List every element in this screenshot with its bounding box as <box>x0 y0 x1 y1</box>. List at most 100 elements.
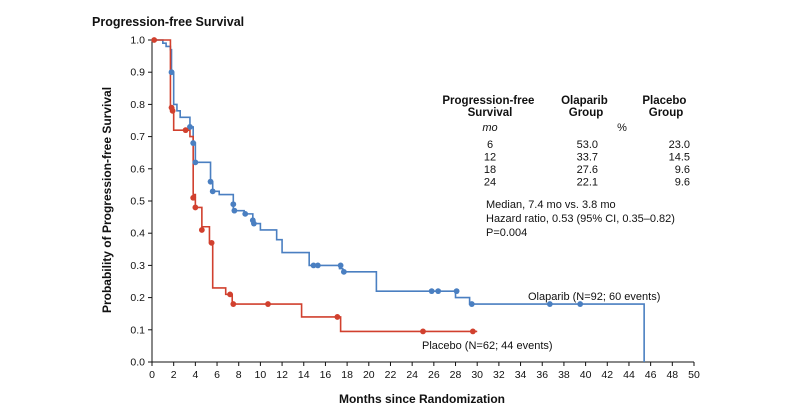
censor-marker-olaparib <box>577 301 584 307</box>
censor-marker-olaparib <box>310 262 317 269</box>
table-cell: 18 <box>484 164 496 176</box>
censor-marker-olaparib <box>428 288 435 295</box>
censor-marker-olaparib <box>314 262 321 269</box>
table-cell: 9.6 <box>675 164 690 176</box>
censor-marker-placebo <box>182 127 189 134</box>
table-cell: 33.7 <box>577 152 598 164</box>
censor-marker-placebo <box>265 301 271 307</box>
censor-marker-olaparib <box>209 188 216 195</box>
annotation-p-value: P=0.004 <box>486 227 527 239</box>
y-tick-label: 0.5 <box>130 196 145 208</box>
x-tick-label: 50 <box>688 369 700 381</box>
table-header-pfs-line1: Progression-free <box>442 95 534 107</box>
y-tick-label: 0.4 <box>130 228 145 240</box>
censor-marker-olaparib <box>207 178 214 185</box>
table-cell: 24 <box>484 177 496 189</box>
censor-marker-olaparib <box>468 301 475 307</box>
chart-title: Progression-free Survival <box>92 15 244 29</box>
y-tick-label: 0.8 <box>130 99 145 111</box>
table-header-olaparib-line2: Group <box>569 107 604 119</box>
table-header-placebo-line2: Group <box>649 107 684 119</box>
x-tick-label: 42 <box>601 369 613 381</box>
censor-marker-olaparib <box>435 288 442 295</box>
series-line-placebo <box>152 39 478 333</box>
censor-marker-olaparib <box>337 262 344 269</box>
x-tick-label: 24 <box>406 369 418 381</box>
table-cell: 14.5 <box>669 152 690 164</box>
x-tick-label: 12 <box>276 369 288 381</box>
censor-marker-placebo <box>208 239 215 246</box>
censor-marker-placebo <box>227 291 233 298</box>
series-label-olaparib: Olaparib (N=92; 60 events) <box>528 291 660 303</box>
x-tick-label: 26 <box>428 369 440 381</box>
x-tick-label: 18 <box>341 369 353 381</box>
censor-marker-placebo <box>420 328 426 335</box>
x-tick-label: 40 <box>580 369 592 381</box>
table-cell: 6 <box>487 139 493 151</box>
table-cell: 23.0 <box>669 139 690 151</box>
x-tick-label: 34 <box>515 369 527 381</box>
table-unit-percent: % <box>617 122 627 134</box>
y-tick-label: 1.0 <box>130 35 145 47</box>
censor-marker-placebo <box>469 328 476 335</box>
censor-marker-olaparib <box>453 288 460 295</box>
x-tick-label: 2 <box>171 369 177 381</box>
annotation-hazard-ratio: Hazard ratio, 0.53 (95% CI, 0.35–0.82) <box>486 213 675 225</box>
y-axis-title: Probability of Progression-free Survival <box>100 87 114 313</box>
annotation-median: Median, 7.4 mo vs. 3.8 mo <box>486 199 616 211</box>
censor-marker-olaparib <box>168 69 175 76</box>
table-cell: 27.6 <box>577 164 598 176</box>
x-tick-label: 32 <box>493 369 505 381</box>
series-label-placebo: Placebo (N=62; 44 events) <box>422 340 553 352</box>
table-unit-mo: mo <box>482 122 497 134</box>
censor-marker-placebo <box>334 314 341 320</box>
x-tick-label: 28 <box>450 369 462 381</box>
censor-marker-olaparib <box>192 159 199 166</box>
y-tick-label: 0.6 <box>130 163 145 175</box>
table-header-olaparib: Olaparib Group <box>561 95 611 119</box>
y-tick-label: 0.7 <box>130 131 145 143</box>
x-tick-label: 4 <box>192 369 198 381</box>
censor-marker-olaparib <box>242 210 249 217</box>
table-cell: 9.6 <box>675 177 690 189</box>
table-header-olaparib-line1: Olaparib <box>561 95 608 107</box>
x-tick-label: 48 <box>666 369 678 381</box>
table-rows: 6 53.0 23.0 12 33.7 14.5 18 27.6 9.6 24 22.1 9.6 <box>484 139 690 189</box>
censor-marker-placebo <box>190 194 197 201</box>
table-header-pfs-line2: Survival <box>468 107 513 119</box>
censor-marker-olaparib <box>187 124 193 130</box>
y-tick-label: 0.0 <box>130 357 145 369</box>
table-cell: 12 <box>484 152 496 164</box>
censor-marker-olaparib <box>231 207 238 214</box>
table-header-placebo: Placebo Group <box>642 95 689 119</box>
x-tick-label: 36 <box>536 369 548 381</box>
x-tick-label: 22 <box>385 369 397 381</box>
table-header-pfs: Progression-free Survival <box>442 95 537 119</box>
x-tick-label: 10 <box>255 369 267 381</box>
y-tick-label: 0.1 <box>130 324 145 336</box>
censor-marker-placebo <box>192 204 199 211</box>
censor-marker-placebo <box>151 37 158 43</box>
x-tick-label: 20 <box>363 369 375 381</box>
x-tick-label: 14 <box>298 369 310 381</box>
censor-marker-olaparib <box>340 268 347 275</box>
censor-marker-olaparib <box>230 201 237 208</box>
x-tick-label: 38 <box>558 369 570 381</box>
y-tick-label: 0.9 <box>130 67 145 79</box>
censor-marker-placebo <box>198 227 205 233</box>
x-tick-label: 46 <box>645 369 657 381</box>
table-cell: 22.1 <box>577 177 598 189</box>
y-tick-label: 0.3 <box>130 260 145 272</box>
censor-marker-olaparib <box>190 140 197 146</box>
censor-marker-olaparib <box>546 301 553 307</box>
x-axis-title: Months since Randomization <box>339 392 505 406</box>
table-header-placebo-line1: Placebo <box>642 95 686 107</box>
censor-marker-placebo <box>230 301 237 307</box>
x-tick-label: 0 <box>149 369 155 381</box>
table-cell: 53.0 <box>577 139 598 151</box>
x-tick-label: 6 <box>214 369 220 381</box>
x-tick-label: 30 <box>471 369 483 381</box>
plot-area: 0 2 4 6 8 10 12 14 16 18 20 22 24 26 28 30 32 34 36 38 40 42 4… <box>130 35 700 382</box>
x-tick-label: 44 <box>623 369 635 381</box>
